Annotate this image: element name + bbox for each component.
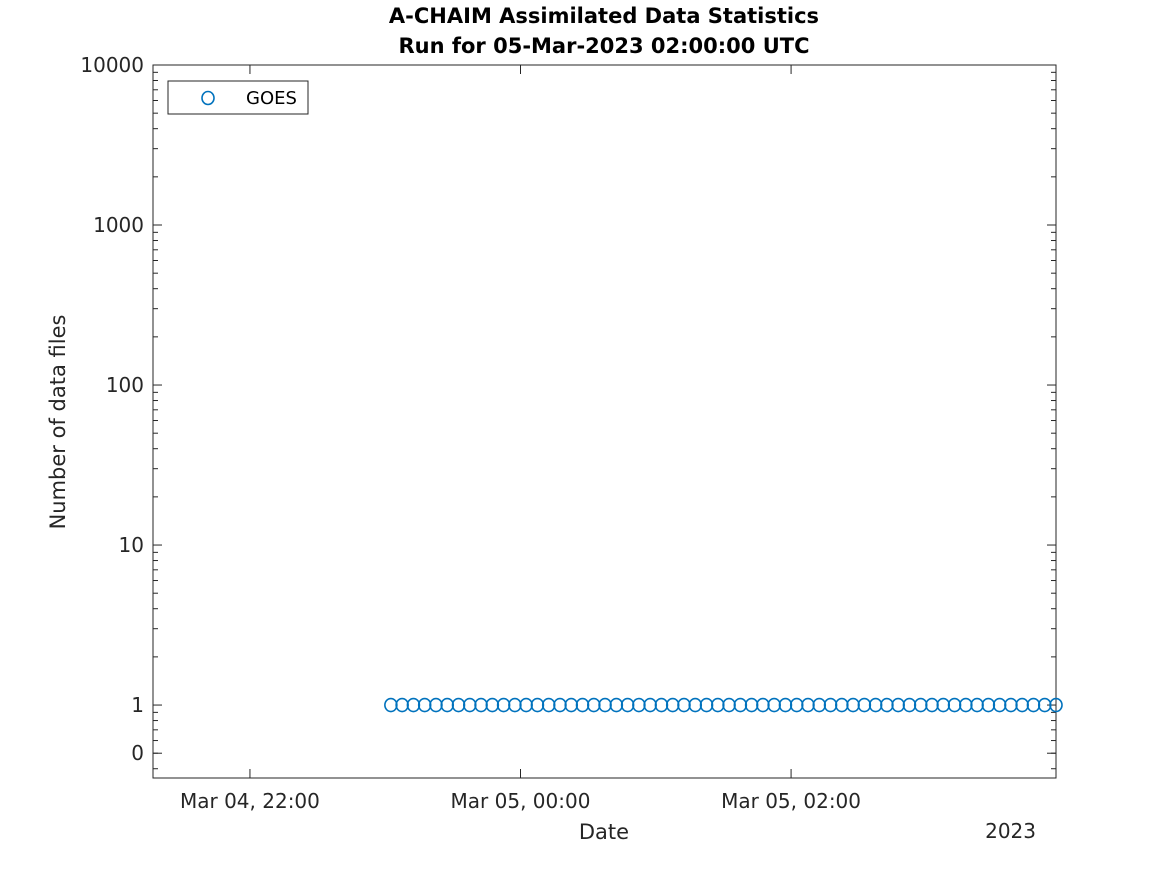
y-minor-ticks [153, 71, 1056, 770]
y-tick-label: 1 [131, 693, 144, 717]
x-axis-year-label: 2023 [985, 819, 1036, 843]
legend: GOES [167, 80, 309, 115]
plot-frame [152, 64, 1057, 779]
x-tick-label: Mar 04, 22:00 [180, 789, 320, 813]
series-goes [384, 697, 1063, 713]
y-tick-label: 100 [106, 373, 144, 397]
chart-title: A-CHAIM Assimilated Data Statistics [389, 4, 819, 28]
x-axis-ticks: Mar 04, 22:00 Mar 05, 00:00 Mar 05, 02:00 [180, 65, 861, 813]
x-tick-label: Mar 05, 02:00 [721, 789, 861, 813]
y-tick-label: 10 [119, 533, 144, 557]
plot-area [153, 65, 1056, 778]
x-tick-label: Mar 05, 00:00 [451, 789, 591, 813]
y-axis-label: Number of data files [46, 315, 70, 530]
y-tick-label: 10000 [80, 53, 144, 77]
chart-subtitle: Run for 05-Mar-2023 02:00:00 UTC [398, 34, 809, 58]
legend-label-goes: GOES [246, 88, 297, 109]
data-point [1049, 697, 1063, 713]
legend-marker-goes [201, 90, 215, 106]
x-axis-label: Date [579, 820, 629, 844]
y-axis-ticks: 0 1 10 100 1000 10000 [80, 53, 1056, 765]
legend-box [167, 80, 309, 115]
y-tick-label: 0 [131, 741, 144, 765]
y-tick-label: 1000 [93, 213, 144, 237]
